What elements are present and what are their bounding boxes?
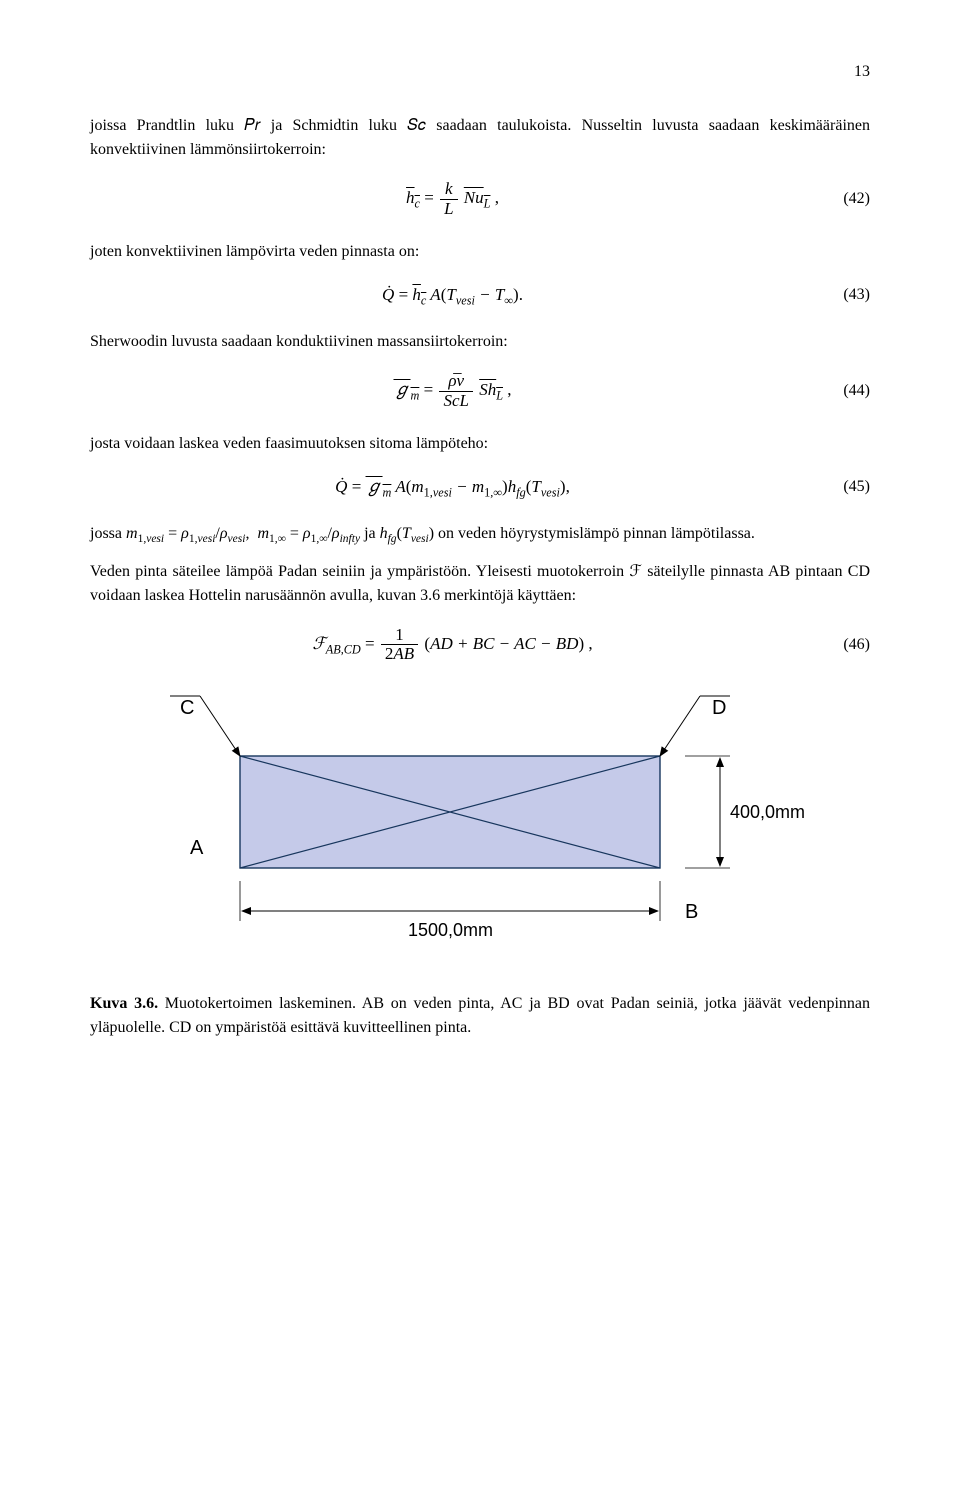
equation-43: Q̇ = hc A(Tvesi − T∞). (43) — [90, 282, 870, 308]
paragraph-5: jossa m1,vesi = ρ1,vesi/ρvesi, m1,∞ = ρ1… — [90, 522, 870, 546]
page-number: 13 — [90, 60, 870, 84]
equation-46-body: ℱAB,CD = 12AB (AD + BC − AC − BD) , — [90, 626, 815, 664]
label-a: A — [190, 837, 204, 859]
paragraph-1: joissa Prandtlin luku 𝑃𝑟 ja Schmidtin lu… — [90, 114, 870, 162]
label-d: D — [712, 697, 726, 719]
leader-c — [200, 696, 240, 756]
caption-label: Kuva 3.6. — [90, 995, 158, 1012]
caption-text: Muotokertoimen laskeminen. AB on veden p… — [90, 995, 870, 1036]
para5-a: jossa — [90, 525, 126, 542]
equation-46: ℱAB,CD = 12AB (AD + BC − AC − BD) , (46) — [90, 626, 870, 664]
equation-45-number: (45) — [815, 475, 870, 499]
paragraph-3: Sherwoodin luvusta saadaan konduktiivine… — [90, 330, 870, 354]
equation-44-body: ℊm = ρ̅νScL ShL , — [90, 372, 815, 410]
figure-svg: C D A B 400,0mm 1500,0mm — [130, 686, 830, 966]
equation-42-number: (42) — [815, 187, 870, 211]
equation-43-number: (43) — [815, 283, 870, 307]
equation-43-body: Q̇ = hc A(Tvesi − T∞). — [90, 282, 815, 308]
equation-46-number: (46) — [815, 633, 870, 657]
label-c: C — [180, 697, 194, 719]
leader-d — [660, 696, 700, 756]
equation-42-body: hc = kL NuL , — [90, 180, 815, 218]
dim-h-text: 1500,0mm — [408, 920, 493, 940]
equation-44: ℊm = ρ̅νScL ShL , (44) — [90, 372, 870, 410]
equation-45: Q̇ = ℊm A(m1,vesi − m1,∞)hfg(Tvesi), (45… — [90, 474, 870, 500]
figure-3-6: C D A B 400,0mm 1500,0mm — [90, 686, 870, 974]
equation-45-body: Q̇ = ℊm A(m1,vesi − m1,∞)hfg(Tvesi), — [90, 474, 815, 500]
paragraph-6: Veden pinta säteilee lämpöä Padan seinii… — [90, 560, 870, 608]
equation-44-number: (44) — [815, 379, 870, 403]
para5-b: on veden höyrystymislämpö pinnan lämpöti… — [438, 525, 755, 542]
paragraph-2: joten konvektiivinen lämpövirta veden pi… — [90, 240, 870, 264]
dim-v-text: 400,0mm — [730, 802, 805, 822]
label-b: B — [685, 901, 698, 923]
equation-42: hc = kL NuL , (42) — [90, 180, 870, 218]
figure-caption: Kuva 3.6. Muotokertoimen laskeminen. AB … — [90, 992, 870, 1040]
paragraph-4: josta voidaan laskea veden faasimuutokse… — [90, 432, 870, 456]
